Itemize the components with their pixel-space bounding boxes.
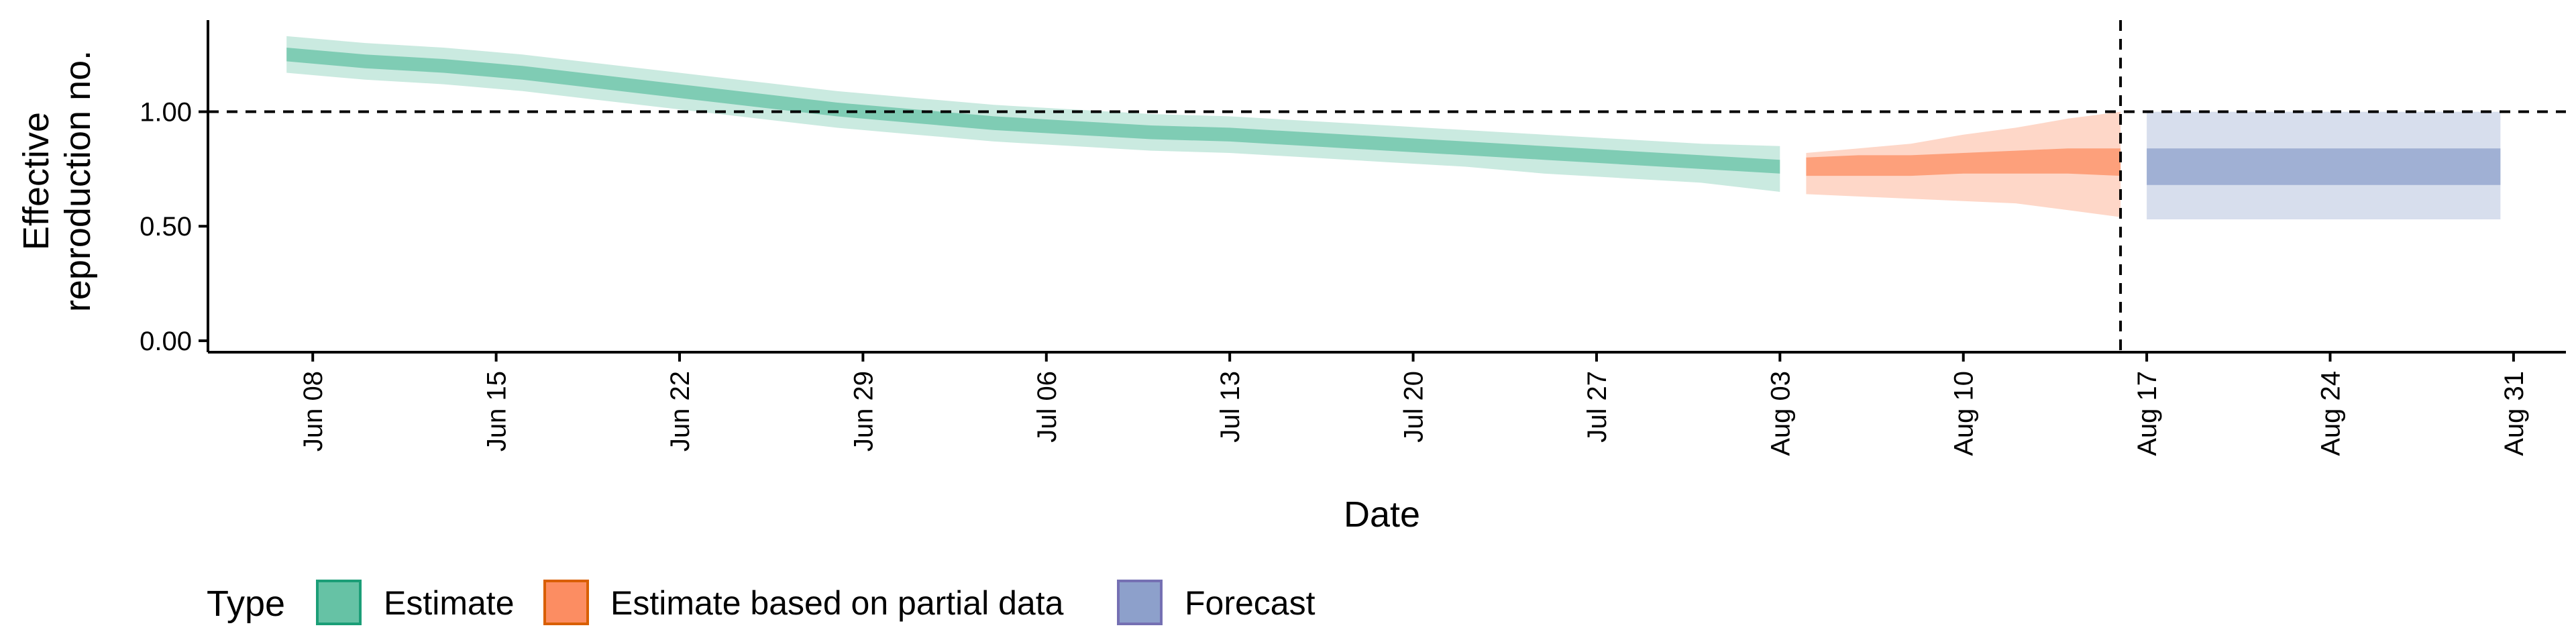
x-tick-label: Jun 08 (299, 371, 328, 451)
legend: Type Estimate Estimate based on partial … (207, 580, 1316, 625)
y-tick-label: 0.50 (140, 212, 192, 241)
legend-label-forecast: Forecast (1185, 584, 1316, 622)
y-tick-label: 1.00 (140, 98, 192, 127)
legend-label-estimate: Estimate (384, 584, 515, 622)
x-tick-label: Aug 10 (1949, 371, 1979, 456)
band-50-forecast (2147, 148, 2501, 185)
x-tick-label: Jun 22 (665, 371, 695, 451)
band-90-estimate (286, 36, 1780, 193)
x-tick-label: Jun 15 (482, 371, 512, 451)
legend-swatch-partial (543, 580, 589, 625)
x-tick-label: Aug 31 (2500, 371, 2529, 456)
legend-swatch-forecast (1117, 580, 1163, 625)
x-tick-label: Jul 20 (1399, 371, 1429, 443)
legend-title: Type (207, 584, 285, 624)
y-axis-title-line-1: Effective (16, 112, 56, 250)
legend-swatch-estimate (316, 580, 362, 625)
x-tick-label: Jul 06 (1032, 371, 1062, 443)
x-tick-label: Jun 29 (849, 371, 878, 451)
y-axis-title: Effective reproduction no. (16, 50, 98, 312)
legend-label-partial: Estimate based on partial data (610, 584, 1064, 622)
x-axis-title: Date (1344, 494, 1420, 535)
y-axis-title-line-2: reproduction no. (58, 50, 98, 312)
y-tick-label: 0.00 (140, 327, 192, 356)
x-tick-label: Jul 13 (1216, 371, 1245, 443)
x-tick-label: Aug 24 (2316, 371, 2346, 456)
x-tick-label: Jul 27 (1582, 371, 1612, 443)
x-tick-label: Aug 03 (1766, 371, 1795, 456)
x-tick-label: Aug 17 (2133, 371, 2162, 456)
chart-bands (286, 36, 2501, 219)
band-50-estimate (286, 48, 1780, 174)
axes: 0.00 0.50 1.00 Jun 08 Jun 15 Jun 22 Jun 29 Jul … (140, 20, 2566, 456)
band-50-estimate-based-on-partial-data (1806, 148, 2121, 176)
